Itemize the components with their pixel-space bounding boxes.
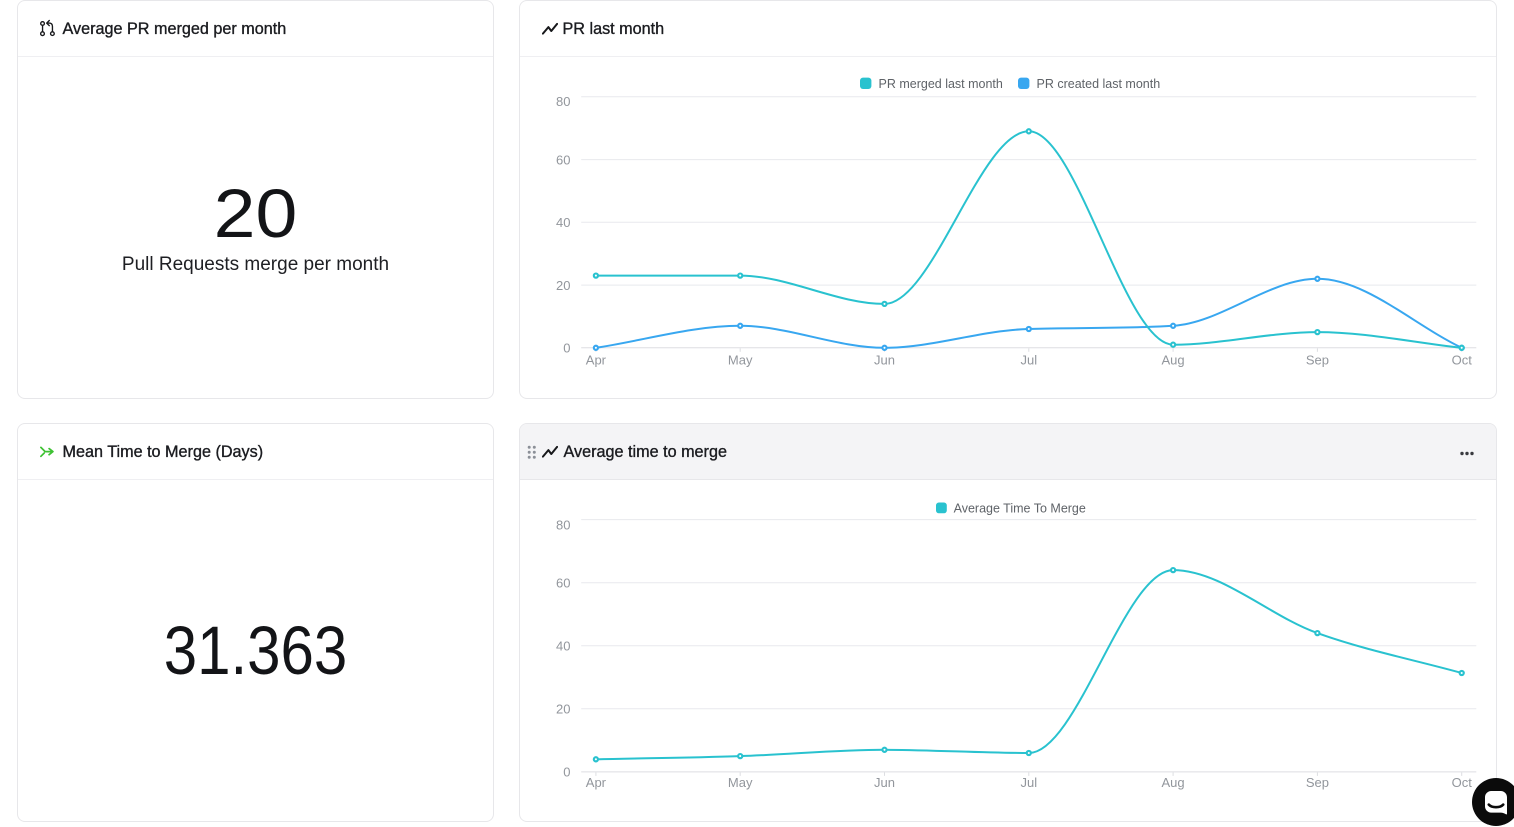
svg-text:Jun: Jun (874, 775, 895, 790)
svg-text:0: 0 (563, 765, 570, 780)
svg-text:Oct: Oct (1452, 352, 1473, 367)
svg-text:Jul: Jul (1020, 775, 1037, 790)
svg-text:Apr: Apr (586, 775, 607, 790)
svg-text:Aug: Aug (1162, 352, 1185, 367)
svg-text:Jun: Jun (874, 352, 895, 367)
svg-text:60: 60 (556, 152, 570, 167)
svg-text:Jul: Jul (1020, 352, 1037, 367)
svg-text:May: May (728, 352, 753, 367)
svg-text:Average Time To Merge: Average Time To Merge (954, 501, 1086, 515)
svg-text:20: 20 (556, 278, 570, 293)
svg-text:40: 40 (556, 215, 570, 230)
svg-text:80: 80 (556, 94, 570, 109)
svg-text:Oct: Oct (1452, 775, 1473, 790)
svg-text:PR merged last month: PR merged last month (879, 77, 1003, 91)
svg-text:Aug: Aug (1162, 775, 1185, 790)
svg-text:60: 60 (556, 575, 570, 590)
svg-text:May: May (728, 775, 753, 790)
svg-text:20: 20 (556, 702, 570, 717)
svg-text:Sep: Sep (1306, 352, 1329, 367)
svg-text:80: 80 (556, 517, 570, 532)
svg-text:Apr: Apr (586, 352, 607, 367)
svg-text:40: 40 (556, 639, 570, 654)
svg-text:Sep: Sep (1306, 775, 1329, 790)
svg-text:0: 0 (563, 341, 570, 356)
svg-text:PR created last month: PR created last month (1037, 77, 1161, 91)
